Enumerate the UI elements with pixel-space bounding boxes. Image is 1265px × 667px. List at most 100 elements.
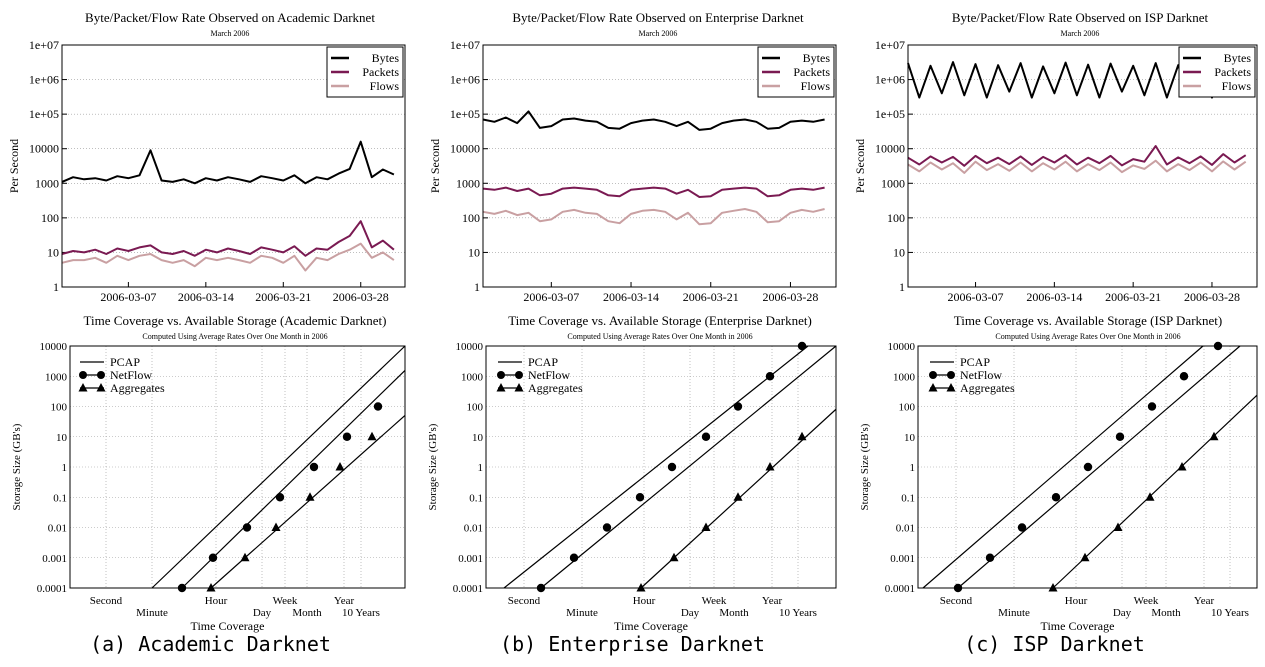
- storage-chart-1: Time Coverage vs. Available Storage (Ent…: [427, 313, 837, 633]
- rate-chart-1: Byte/Packet/Flow Rate Observed on Enterp…: [428, 10, 837, 304]
- y-tick-label: 10: [56, 432, 68, 444]
- y-tick-label: 1000: [45, 371, 68, 383]
- y-tick-label: 1e+06: [450, 73, 480, 87]
- y-tick-label: 10: [893, 245, 905, 259]
- y-tick-label: 10000: [40, 341, 68, 353]
- legend-marker: [947, 371, 955, 379]
- x-tick-label: Hour: [205, 595, 228, 607]
- legend-label: Bytes: [803, 51, 831, 65]
- y-axis-label: Per Second: [7, 139, 21, 193]
- chart-subtitle: March 2006: [211, 29, 250, 38]
- x-tick-label: 2006-03-28: [762, 290, 818, 304]
- y-axis-label: Per Second: [853, 139, 867, 193]
- chart-title: Byte/Packet/Flow Rate Observed on Academ…: [85, 10, 375, 25]
- legend-label: Flows: [370, 79, 400, 93]
- series-packets-line: [61, 220, 395, 257]
- plot-frame: [907, 44, 1258, 288]
- series-pcap-line: [151, 345, 406, 589]
- chart-title: Time Coverage vs. Available Storage (ISP…: [954, 313, 1223, 328]
- y-tick-label: 1e+05: [450, 107, 480, 121]
- series-flows-line: [482, 208, 825, 226]
- y-tick-label: 1000: [881, 176, 905, 190]
- y-tick-label: 10: [472, 432, 484, 444]
- x-tick-label: 2006-03-07: [948, 290, 1004, 304]
- chart-subtitle: March 2006: [639, 29, 678, 38]
- series-netflow-line: [540, 345, 837, 589]
- y-tick-label: 100: [51, 402, 68, 414]
- x-tick-label: Week: [273, 595, 298, 607]
- legend-label: NetFlow: [110, 368, 152, 382]
- legend-label: Bytes: [372, 51, 400, 65]
- legend-label: Packets: [362, 65, 399, 79]
- y-axis-label: Storage Size (GB's): [427, 423, 439, 510]
- series-aggregates-line: [210, 414, 406, 589]
- series-flows-line: [907, 159, 1247, 174]
- y-tick-label: 0.0001: [37, 583, 67, 595]
- legend-label: Aggregates: [528, 381, 583, 395]
- aggregates-point: [1113, 522, 1123, 531]
- y-tick-label: 10000: [456, 341, 484, 353]
- x-tick-label: 2006-03-07: [523, 290, 579, 304]
- x-tick-label: 2006-03-28: [333, 290, 389, 304]
- aggregates-point: [765, 462, 775, 471]
- x-tick-label: Second: [90, 595, 123, 607]
- chart-subtitle: Computed Using Average Rates Over One Mo…: [995, 332, 1180, 341]
- legend-label: Bytes: [1224, 51, 1252, 65]
- y-tick-label: 10: [468, 245, 480, 259]
- legend-marker: [78, 383, 88, 392]
- legend-marker: [946, 383, 956, 392]
- aggregates-point: [335, 462, 345, 471]
- aggregates-point: [240, 552, 250, 562]
- legend-label: Packets: [793, 65, 830, 79]
- chart-title: Byte/Packet/Flow Rate Observed on ISP Da…: [952, 10, 1209, 25]
- legend-marker: [514, 383, 524, 392]
- netflow-point: [765, 372, 775, 381]
- netflow-point: [1179, 372, 1189, 381]
- legend-label: Flows: [801, 79, 831, 93]
- netflow-point: [1147, 402, 1157, 411]
- chart-subtitle: March 2006: [1061, 29, 1100, 38]
- netflow-point: [701, 432, 711, 441]
- x-tick-label: Second: [508, 595, 541, 607]
- x-tick-label: Month: [1151, 607, 1181, 619]
- x-tick-label: Month: [292, 607, 322, 619]
- y-tick-label: 100: [887, 211, 905, 225]
- chart-title: Time Coverage vs. Available Storage (Aca…: [84, 313, 387, 328]
- netflow-point: [1051, 493, 1061, 502]
- netflow-point: [733, 402, 743, 411]
- x-axis-label: Time Coverage: [191, 619, 265, 633]
- netflow-point: [1115, 432, 1125, 441]
- plot-frame: [69, 345, 406, 589]
- y-tick-label: 1: [899, 280, 905, 294]
- series-bytes-line: [61, 140, 395, 185]
- aggregates-point: [669, 552, 679, 562]
- x-tick-label: 2006-03-28: [1184, 290, 1240, 304]
- x-tick-label: Year: [334, 595, 355, 607]
- aggregates-point: [636, 583, 646, 592]
- chart-subtitle: Computed Using Average Rates Over One Mo…: [567, 332, 752, 341]
- y-tick-label: 0.1: [901, 492, 915, 504]
- y-tick-label: 10000: [29, 142, 59, 156]
- x-tick-label: 2006-03-07: [100, 290, 156, 304]
- y-tick-label: 0.01: [48, 523, 67, 535]
- series-aggregates-line: [1052, 394, 1258, 589]
- y-tick-label: 10: [904, 432, 916, 444]
- y-tick-label: 0.1: [53, 492, 67, 504]
- legend-label: Aggregates: [960, 381, 1015, 395]
- x-tick-label: Month: [719, 607, 749, 619]
- y-tick-label: 100: [41, 211, 59, 225]
- x-tick-label: 10 Years: [779, 607, 817, 619]
- y-tick-label: 1: [474, 280, 480, 294]
- aggregates-point: [1080, 552, 1090, 562]
- y-tick-label: 1000: [893, 371, 916, 383]
- aggregates-point: [1145, 492, 1155, 501]
- y-tick-label: 0.001: [42, 553, 67, 565]
- y-axis-label: Storage Size (GB's): [859, 423, 871, 510]
- x-tick-label: Minute: [136, 607, 168, 619]
- netflow-point: [275, 493, 285, 502]
- plot-frame: [61, 44, 406, 288]
- netflow-point: [635, 493, 645, 502]
- storage-chart-0: Time Coverage vs. Available Storage (Aca…: [11, 313, 406, 633]
- netflow-point: [208, 553, 218, 562]
